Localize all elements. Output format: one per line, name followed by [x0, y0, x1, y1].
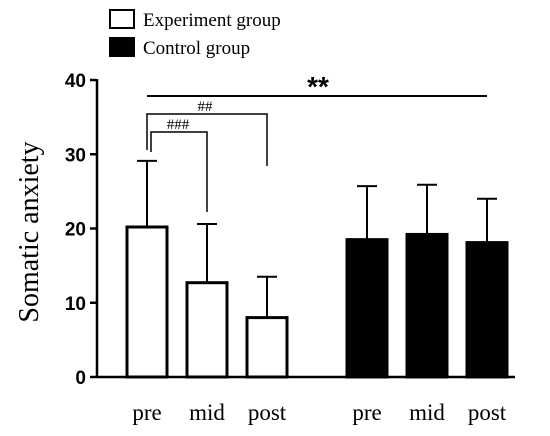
x-tick-label: mid [409, 400, 445, 425]
y-axis-label: Somatic anxiety [14, 141, 45, 322]
y-tick-label: 30 [65, 145, 86, 166]
annotation-hash: ### [167, 117, 190, 133]
bracket-pre-mid [150, 131, 208, 212]
x-tick-label: post [248, 400, 287, 425]
legend-label-control: Control group [143, 38, 250, 59]
y-tick-label: 20 [65, 220, 86, 241]
bars [125, 159, 509, 379]
bar-experiment-post [245, 316, 289, 379]
bar-control-mid [405, 232, 449, 379]
bar-experiment-mid [185, 281, 229, 379]
annotation-hash: ## [198, 99, 214, 115]
legend-swatch-experiment [109, 9, 135, 29]
bracket-pre-post [146, 113, 268, 166]
x-tick-labels: pre mid post pre mid post [132, 400, 506, 425]
bar-experiment-pre [125, 225, 169, 379]
bar-control-pre [345, 238, 389, 379]
significance-annotations: **##### [146, 71, 487, 212]
x-tick-label: post [468, 400, 507, 425]
bar-control-post [465, 241, 509, 379]
legend-swatch-control [109, 37, 135, 57]
x-tick-label: mid [189, 400, 225, 425]
legend: Experiment group Control group [109, 9, 281, 59]
x-tick-label: pre [132, 400, 161, 425]
x-tick-label: pre [352, 400, 381, 425]
y-tick-label: 10 [65, 294, 86, 315]
legend-label-experiment: Experiment group [143, 10, 281, 31]
y-tick-label: 0 [75, 368, 86, 389]
annotation-star: ** [307, 71, 329, 102]
y-tick-label: 40 [65, 71, 86, 92]
